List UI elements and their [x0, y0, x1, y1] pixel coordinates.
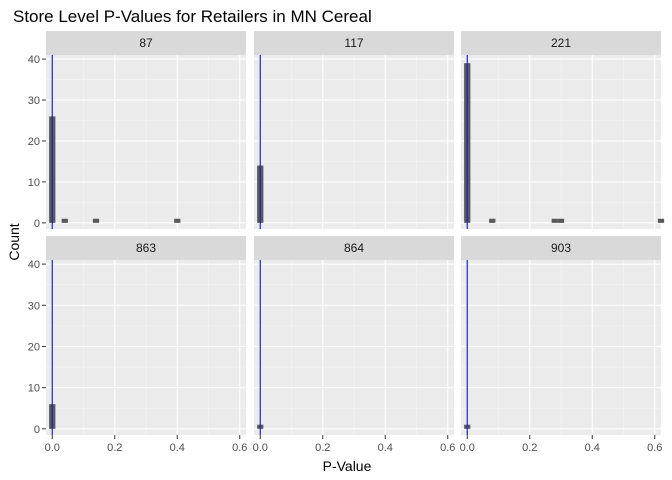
facet-strip [254, 236, 454, 260]
y-axis-title: Count [6, 223, 22, 260]
facet-strip-label: 863 [136, 241, 156, 255]
facet-panel-903: 903 0.0 0.2 0.4 0.6 [460, 236, 662, 454]
facet-panels: 87 0 10 20 30 40 117 221 863 0 10 20 30 40 0.0 0.2 0.4 0.… [28, 31, 665, 454]
facet-strip [46, 236, 246, 260]
facet-strip-label: 903 [551, 241, 571, 255]
histogram-bar [61, 218, 68, 223]
x-tick-label: 0.6 [232, 442, 247, 454]
y-tick-label: 0 [34, 218, 40, 230]
x-tick-label: 0.6 [440, 442, 455, 454]
chart-title: Store Level P-Values for Retailers in MN… [13, 7, 372, 26]
x-tick-label: 0.0 [253, 442, 268, 454]
facet-strip-label: 117 [344, 36, 363, 50]
facet-panel-864: 864 0.0 0.2 0.4 0.6 [253, 236, 455, 454]
x-tick-label: 0.4 [170, 442, 185, 454]
facet-strip [46, 31, 246, 55]
histogram-bar [174, 218, 181, 223]
y-tick-label: 40 [28, 54, 40, 66]
x-tick-label: 0.6 [647, 442, 662, 454]
y-tick-label: 0 [34, 424, 40, 436]
histogram-bar [557, 218, 565, 223]
x-tick-label: 0.4 [378, 442, 393, 454]
x-tick-label: 0.0 [460, 442, 475, 454]
facet-panel-87: 87 0 10 20 30 40 [28, 31, 246, 230]
facet-strip-label: 864 [344, 241, 364, 255]
histogram-bar [92, 218, 100, 223]
x-tick-label: 0.0 [45, 442, 60, 454]
x-tick-label: 0.2 [315, 442, 330, 454]
y-tick-label: 30 [28, 300, 40, 312]
facet-panel-117: 117 [254, 31, 454, 229]
facet-strip [461, 236, 661, 260]
y-tick-label: 20 [28, 136, 40, 148]
x-axis-title: P-Value [323, 458, 372, 474]
y-tick-label: 10 [28, 383, 40, 395]
x-tick-label: 0.4 [585, 442, 600, 454]
facet-strip [254, 31, 454, 55]
facet-panel-863: 863 0 10 20 30 40 0.0 0.2 0.4 0.6 [28, 236, 247, 454]
x-tick-label: 0.2 [522, 442, 537, 454]
histogram-bar [657, 218, 665, 223]
y-tick-label: 40 [28, 259, 40, 271]
histogram-bar [489, 218, 496, 223]
y-tick-label: 20 [28, 341, 40, 353]
histogram-bar [551, 218, 558, 223]
facet-panel-221: 221 [461, 31, 665, 229]
facet-strip [461, 31, 661, 55]
facet-strip-label: 87 [139, 36, 153, 50]
y-tick-label: 10 [28, 177, 40, 189]
y-tick-label: 30 [28, 95, 40, 107]
x-tick-label: 0.2 [107, 442, 122, 454]
facet-strip-label: 221 [551, 36, 571, 50]
